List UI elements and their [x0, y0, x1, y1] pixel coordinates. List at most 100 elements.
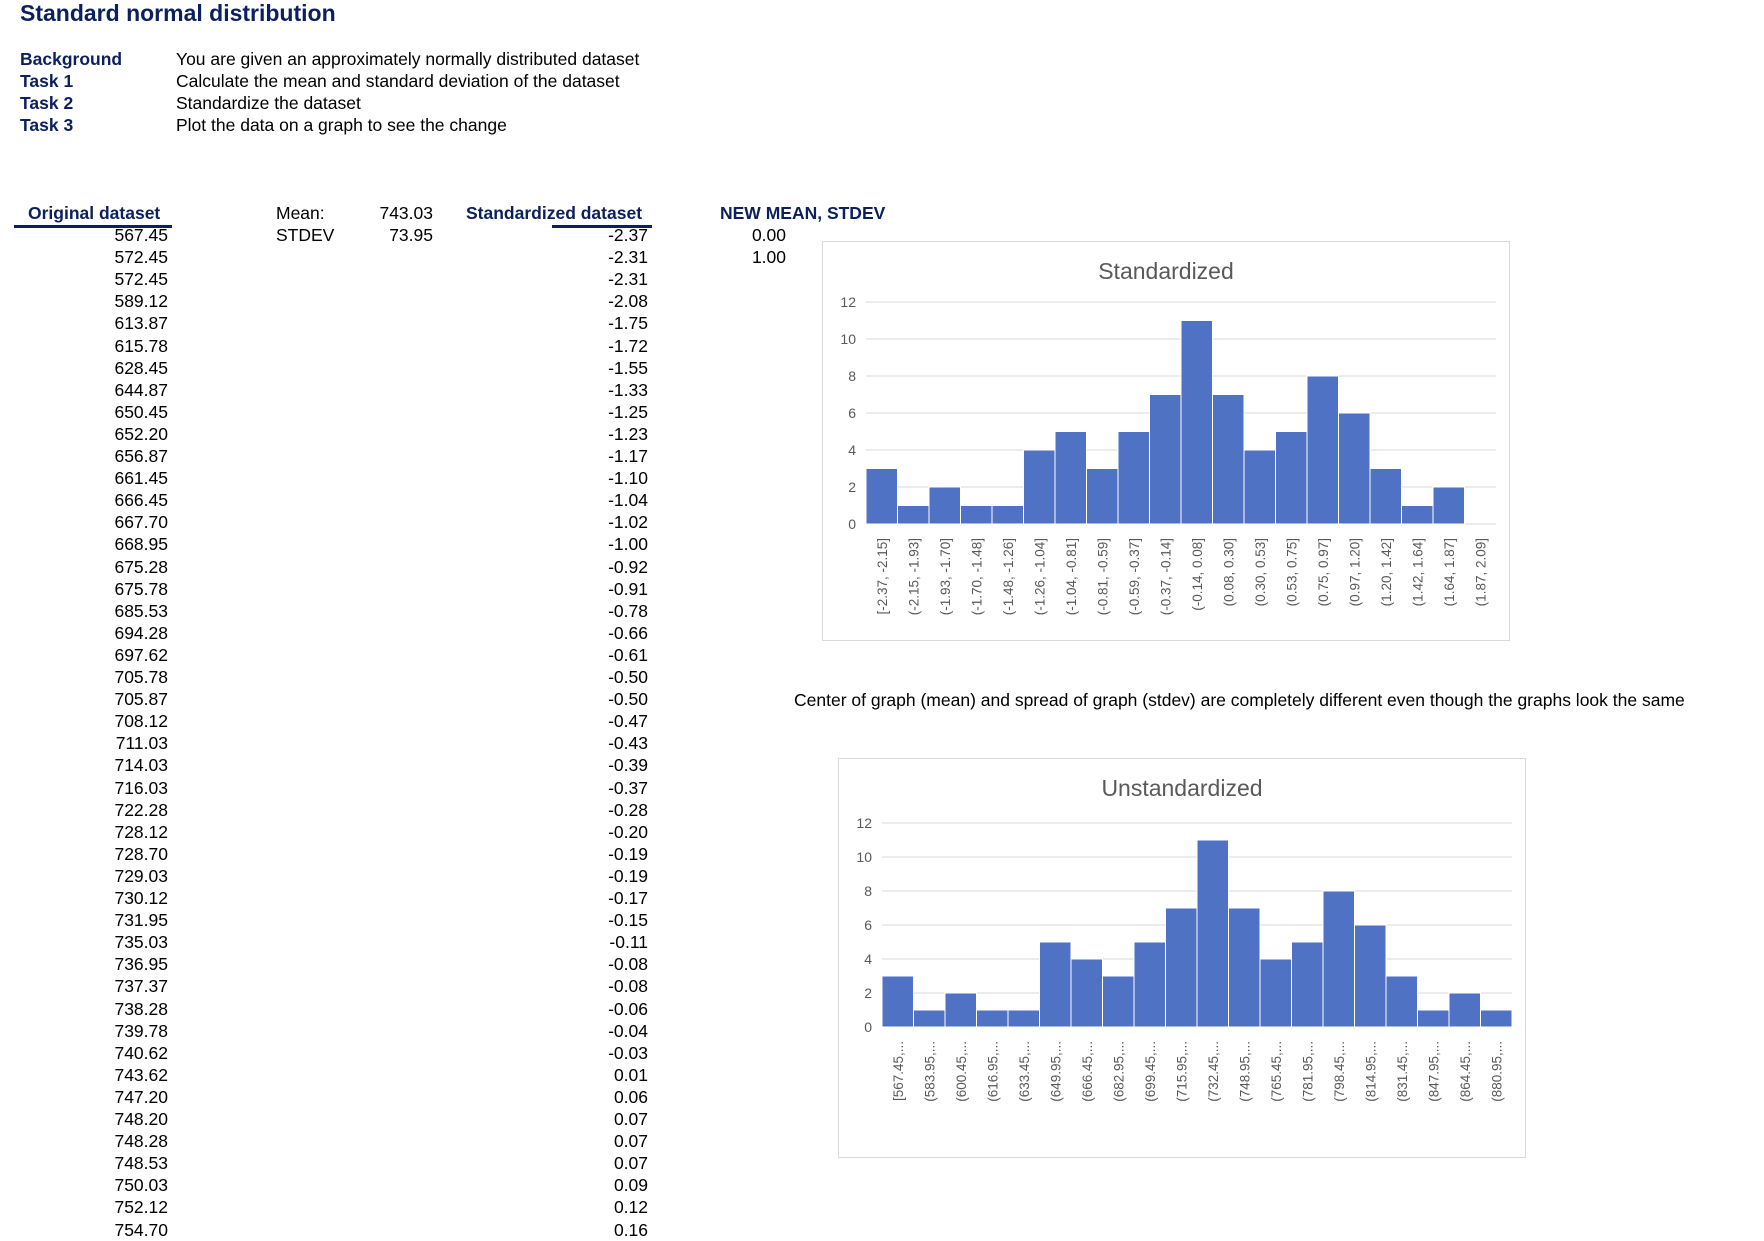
original-value-cell: 685.53 [114, 600, 168, 621]
task3-label: Task 3 [20, 115, 74, 135]
standardized-chart-bar[interactable] [1432, 486, 1465, 525]
standardized-chart-bar[interactable] [1369, 468, 1402, 525]
original-value-cell: 708.12 [114, 711, 168, 732]
standardized-chart-y-tick-label: 12 [840, 294, 856, 310]
standardized-chart-bar[interactable] [1117, 431, 1150, 525]
original-value-cell: 589.12 [114, 291, 168, 312]
standardized-chart-bar[interactable] [1023, 449, 1056, 525]
unstandardized-chart-bar[interactable] [1228, 907, 1261, 1028]
standardized-value-cell: -1.25 [608, 401, 648, 422]
standardized-value-cell: -0.66 [608, 622, 648, 643]
standardized-chart-x-tick-label: (1.42, 1.64] [1410, 538, 1425, 606]
original-value-cell: 728.12 [114, 821, 168, 842]
unstandardized-chart-bar[interactable] [1322, 890, 1355, 1028]
standardized-chart-x-tick-label: (-0.81, -0.59] [1095, 538, 1110, 615]
standardized-value-cell: -0.15 [608, 910, 648, 931]
standardized-chart-bar[interactable] [1243, 449, 1276, 525]
unstandardized-chart-bar[interactable] [1385, 975, 1418, 1028]
standardized-value-cell: -1.00 [608, 534, 648, 555]
original-value-cell: 728.70 [114, 843, 168, 864]
standardized-chart-bar[interactable] [1149, 394, 1182, 525]
comparison-note: Center of graph (mean) and spread of gra… [794, 690, 1685, 710]
original-value-cell: 572.45 [114, 247, 168, 268]
standardized-value-cell: -0.11 [609, 932, 648, 953]
standardized-chart-x-tick-label: (-1.26, -1.04] [1032, 538, 1047, 615]
unstandardized-chart-bar[interactable] [1039, 941, 1072, 1028]
standardized-chart-x-tick-label: (0.75, 0.97] [1316, 538, 1331, 606]
unstandardized-chart-x-tick-label: (732.45,... [1206, 1041, 1221, 1102]
original-value-cell: 705.87 [114, 689, 168, 710]
standardized-chart-y-tick-label: 4 [848, 442, 856, 458]
page-title: Standard normal distribution [20, 0, 336, 26]
unstandardized-chart-bar[interactable] [1007, 1009, 1040, 1028]
standardized-chart-bar[interactable] [1401, 505, 1434, 525]
unstandardized-chart-bar[interactable] [1448, 992, 1481, 1028]
standardized-value-cell: -1.23 [608, 423, 648, 444]
unstandardized-chart-bar[interactable] [1070, 958, 1103, 1028]
standardized-chart-x-tick-label: [-2.37, -2.15] [875, 538, 890, 615]
unstandardized-chart[interactable]: Unstandardized 0 2 4 6 8 10 12 [567.45,... (583.… [838, 758, 1526, 1158]
unstandardized-chart-bar[interactable] [1291, 941, 1324, 1028]
original-value-cell: 675.78 [114, 578, 168, 599]
unstandardized-chart-bar[interactable] [1196, 839, 1229, 1028]
unstandardized-chart-bar[interactable] [1354, 924, 1387, 1028]
standardized-chart-bar[interactable] [991, 505, 1024, 525]
standardized-value-cell: -2.08 [608, 291, 648, 312]
unstandardized-chart-y-tick-label: 0 [864, 1019, 872, 1035]
unstandardized-chart-bar[interactable] [1480, 1009, 1513, 1028]
original-value-cell: 705.78 [114, 667, 168, 687]
standardized-value-cell: -0.19 [608, 843, 648, 864]
unstandardized-chart-x-tick-label: (583.95,... [922, 1041, 937, 1102]
task3-text: Plot the data on a graph to see the chan… [176, 115, 507, 135]
unstandardized-chart-bar[interactable] [1133, 941, 1166, 1028]
standardized-dataset-header: Standardized dataset [466, 203, 643, 223]
background-label: Background [20, 49, 123, 69]
standardized-value-cell: -0.37 [608, 777, 648, 798]
standardized-chart-x-tick-label: (0.08, 0.30] [1221, 538, 1236, 606]
standardized-chart-bar[interactable] [928, 486, 961, 525]
standardized-chart-bar[interactable] [1212, 394, 1245, 525]
standardized-chart-bar[interactable] [1275, 431, 1308, 525]
standardized-chart-bar[interactable] [1086, 468, 1119, 525]
standardized-chart-bar[interactable] [897, 505, 930, 525]
unstandardized-chart-x-tick-label: (798.45,... [1332, 1041, 1347, 1102]
task1-text: Calculate the mean and standard deviatio… [176, 71, 620, 91]
unstandardized-chart-bar[interactable] [976, 1009, 1009, 1028]
unstandardized-chart-x-tick-label: (880.95,... [1489, 1041, 1504, 1102]
standardized-chart[interactable]: Standardized 0 2 4 6 8 10 12 [-2.37, -2.15] (-2.… [822, 241, 1510, 641]
original-value-cell: 711.03 [115, 733, 168, 754]
unstandardized-chart-bar[interactable] [1102, 975, 1135, 1028]
unstandardized-chart-bar[interactable] [944, 992, 977, 1028]
unstandardized-chart-x-tick-label: [567.45,... [891, 1041, 906, 1101]
original-value-cell: 613.87 [114, 313, 168, 334]
standardized-chart-x-tick-label: (-1.48, -1.26] [1001, 538, 1016, 615]
standardized-chart-x-tick-label: (1.64, 1.87] [1442, 538, 1457, 606]
standardized-chart-bar[interactable] [1338, 412, 1371, 525]
unstandardized-chart-bar[interactable] [881, 975, 914, 1028]
unstandardized-chart-x-tick-label: (831.45,... [1395, 1041, 1410, 1102]
unstandardized-chart-x-tick-label: (715.95,... [1174, 1041, 1189, 1102]
unstandardized-chart-x-tick-label: (781.95,... [1300, 1041, 1315, 1102]
standardized-chart-bar[interactable] [960, 505, 993, 525]
standardized-chart-x-tick-label: (-0.14, 0.08] [1190, 538, 1205, 611]
task1-label: Task 1 [20, 71, 74, 91]
standardized-value-cell: -0.43 [608, 733, 648, 754]
standardized-value-cell: -1.55 [608, 357, 648, 378]
task2-text: Standardize the dataset [176, 93, 361, 113]
standardized-value-cell: -2.37 [608, 225, 648, 245]
standardized-value-cell: -0.92 [608, 556, 648, 577]
standardized-chart-bar[interactable] [1180, 320, 1213, 525]
standardized-chart-bar[interactable] [865, 468, 898, 525]
unstandardized-chart-bar[interactable] [1165, 907, 1198, 1028]
unstandardized-chart-bar[interactable] [1259, 958, 1292, 1028]
unstandardized-chart-svg: Unstandardized 0 2 4 6 8 10 12 [567.45,... (583.… [856, 775, 1513, 1102]
unstandardized-chart-bar[interactable] [913, 1009, 946, 1028]
standardized-chart-bar[interactable] [1054, 431, 1087, 525]
original-value-cell: 731.95 [114, 910, 168, 931]
standardized-header-underline [552, 225, 652, 228]
stdev-value: 73.95 [389, 225, 433, 245]
unstandardized-chart-bar[interactable] [1417, 1009, 1450, 1028]
standardized-value-cell: -0.47 [608, 711, 648, 732]
standardized-chart-bar[interactable] [1306, 375, 1339, 525]
standardized-value-cell: -0.91 [608, 578, 648, 599]
